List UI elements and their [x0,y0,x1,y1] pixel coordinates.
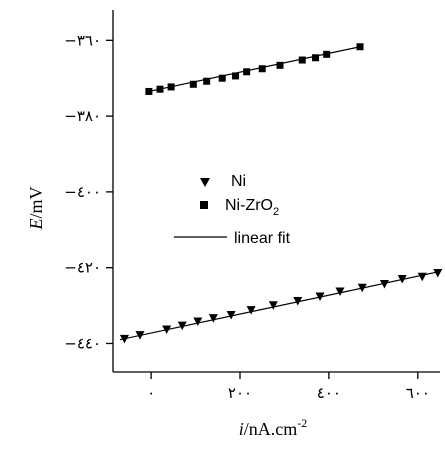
y-ticks: −٣٦۰ −٣٨۰ −٤۰۰ −٤٢۰ −٤٤۰ [64,31,113,352]
point-ni-7 [246,306,256,315]
legend-nizro2-sub: 2 [273,206,279,218]
point-ni-zro-3 [189,80,197,88]
point-ni-zro-13 [356,43,364,51]
point-ni-2 [162,325,172,334]
point-ni-1 [135,331,145,340]
point-ni-11 [335,287,345,297]
y-tick-label-4: −٤٤۰ [64,334,101,352]
x-tick-label-2: ٤۰۰ [317,384,341,402]
data-markers [119,43,443,344]
point-ni-9 [293,297,303,306]
point-ni-zro-9 [276,61,284,69]
x-tick-label-0: ۰ [147,384,155,402]
point-ni-zro-10 [298,56,306,64]
legend-nizro2-label: Ni-ZrO2 [225,197,279,218]
point-ni-6 [226,311,236,320]
point-ni-16 [433,268,443,278]
y-tick-label-0: −٣٦۰ [64,31,101,49]
legend-ni-label: Ni [231,173,246,190]
legend: Ni Ni-ZrO2 linear fit [174,173,291,247]
point-ni-zro-2 [167,83,175,91]
fit-lines [119,46,441,341]
point-ni-zro-5 [218,74,226,82]
point-ni-zro-11 [312,54,320,62]
point-ni-14 [397,275,407,284]
point-ni-zro-4 [203,77,211,85]
point-ni-13 [379,279,389,289]
x-axis-unit: /nA.cm [244,419,298,439]
x-axis-sup: -2 [297,416,307,430]
point-ni-4 [193,317,203,326]
legend-nizro2-marker [200,201,208,209]
x-ticks: ۰ ۲۰۰ ٤۰۰ ٦۰۰ [147,372,430,402]
y-tick-label-2: −٤۰۰ [64,183,101,201]
y-axis-label: E/mV [26,186,46,230]
x-tick-label-1: ۲۰۰ [228,384,252,402]
axes [112,10,440,373]
point-ni-zro-1 [156,85,164,93]
y-axis-unit: /mV [26,186,46,218]
y-tick-label-1: −٣٨۰ [64,107,101,125]
point-ni-8 [268,301,278,310]
point-ni-zro-8 [258,65,266,73]
point-ni-15 [417,272,427,282]
y-axis-symbol: E [26,219,46,231]
point-ni-zro-12 [323,50,331,58]
x-axis-label: i/nA.cm-2 [239,416,308,439]
point-ni-5 [208,314,218,323]
point-ni-12 [357,283,367,293]
y-axis-label-text: E/mV [26,186,46,230]
point-ni-zro-0 [145,87,153,95]
x-axis-symbol: i [239,419,244,439]
point-ni-3 [177,321,187,331]
legend-fit-label: linear fit [234,230,291,247]
point-ni-10 [315,292,325,301]
point-ni-zro-6 [232,72,240,80]
point-ni-0 [119,334,129,344]
x-tick-label-3: ٦۰۰ [406,384,430,402]
legend-ni-marker [200,178,210,187]
legend-nizro2-main: Ni-ZrO [225,197,273,214]
point-ni-zro-7 [243,68,251,76]
y-tick-label-3: −٤٢۰ [64,259,101,277]
